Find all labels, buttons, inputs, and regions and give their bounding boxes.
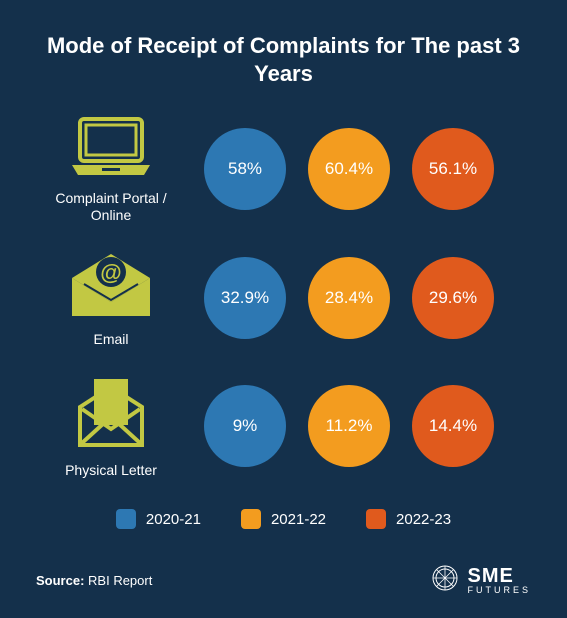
value-circle: 29.6% <box>412 257 494 339</box>
chart-title: Mode of Receipt of Complaints for The pa… <box>36 32 531 87</box>
brand-bottom: FUTURES <box>468 586 532 595</box>
value-circles: 58% 60.4% 56.1% <box>204 128 494 210</box>
value-circle: 60.4% <box>308 128 390 210</box>
email-at-icon: @ <box>68 250 154 325</box>
legend-label: 2022-23 <box>396 511 451 528</box>
row-physical-letter: Physical Letter 9% 11.2% 14.4% <box>36 373 531 479</box>
globe-icon <box>430 563 460 598</box>
legend-item: 2021-22 <box>241 509 326 529</box>
value-circle: 14.4% <box>412 385 494 467</box>
legend-label: 2020-21 <box>146 511 201 528</box>
footer: Source: RBI Report SME FUTURES <box>36 563 531 598</box>
source-label: Source: <box>36 573 84 588</box>
laptop-icon <box>66 115 156 184</box>
value-circle: 32.9% <box>204 257 286 339</box>
value-circle: 9% <box>204 385 286 467</box>
row-label: Email <box>93 331 128 348</box>
legend-item: 2022-23 <box>366 509 451 529</box>
value-circle: 11.2% <box>308 385 390 467</box>
brand-logo: SME FUTURES <box>430 563 532 598</box>
legend-swatch <box>241 509 261 529</box>
infographic-canvas: Mode of Receipt of Complaints for The pa… <box>0 0 567 618</box>
icon-column: @ Email <box>36 250 186 348</box>
value-circle: 56.1% <box>412 128 494 210</box>
svg-text:@: @ <box>100 260 121 285</box>
value-circle: 28.4% <box>308 257 390 339</box>
legend-label: 2021-22 <box>271 511 326 528</box>
data-rows: Complaint Portal / Online 58% 60.4% 56.1… <box>36 115 531 479</box>
brand-text: SME FUTURES <box>468 566 532 595</box>
source-value: RBI Report <box>88 573 152 588</box>
legend-swatch <box>116 509 136 529</box>
brand-top: SME <box>468 566 532 586</box>
source-text: Source: RBI Report <box>36 573 152 588</box>
value-circles: 9% 11.2% 14.4% <box>204 385 494 467</box>
value-circles: 32.9% 28.4% 29.6% <box>204 257 494 339</box>
legend-swatch <box>366 509 386 529</box>
legend: 2020-21 2021-22 2022-23 <box>36 509 531 529</box>
legend-item: 2020-21 <box>116 509 201 529</box>
row-label: Physical Letter <box>65 462 157 479</box>
value-circle: 58% <box>204 128 286 210</box>
row-complaint-portal: Complaint Portal / Online 58% 60.4% 56.1… <box>36 115 531 224</box>
icon-column: Complaint Portal / Online <box>36 115 186 224</box>
row-email: @ Email 32.9% 28.4% 29.6% <box>36 250 531 348</box>
letter-icon <box>72 373 150 456</box>
icon-column: Physical Letter <box>36 373 186 479</box>
row-label: Complaint Portal / Online <box>36 190 186 224</box>
